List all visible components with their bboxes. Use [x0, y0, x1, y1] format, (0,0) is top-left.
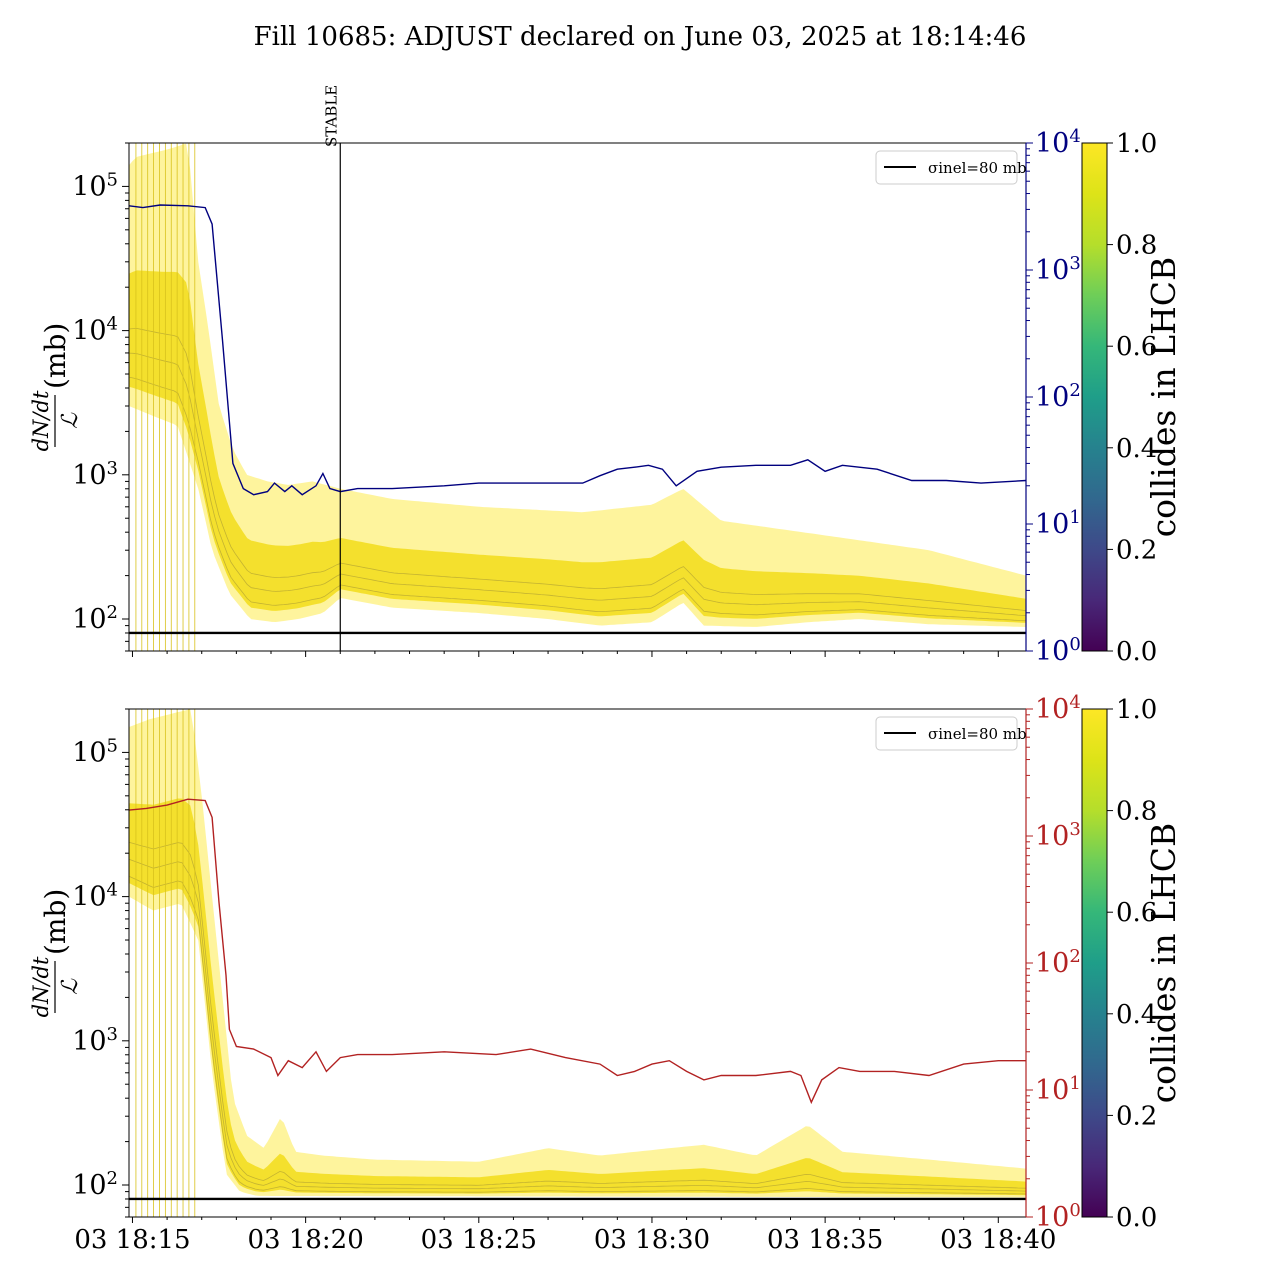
colorbar-tick-label: 0.6	[1116, 898, 1157, 928]
left-axis-label-denominator: ℒ	[58, 978, 83, 995]
left-axis-label: dN/dt ℒ (mb)	[29, 323, 83, 452]
left-tick-label: 105	[72, 169, 118, 203]
stable-marker-label: STABLE	[322, 85, 340, 147]
right-tick-label: 101	[1035, 507, 1081, 541]
colorbar-tick-label: 0.6	[1116, 332, 1157, 362]
bottom-colorbar-label: collides in LHCB	[1144, 823, 1183, 1104]
left-tick-label: 105	[72, 735, 118, 769]
left-axis-label-unit: (mb)	[39, 889, 72, 955]
colorbar-tick-label: 0.4	[1116, 434, 1157, 464]
figure-title: Fill 10685: ADJUST declared on June 03, …	[254, 22, 1027, 52]
top-colorbar: 0.0 0.2 0.4 0.6 0.8 1.0 collides in LHCB	[1081, 129, 1183, 667]
bottom-legend-box	[875, 716, 1018, 751]
top-colorbar-gradient	[1081, 142, 1108, 652]
right-tick-label: 102	[1035, 946, 1081, 980]
band-trace	[129, 328, 1026, 611]
colorbar-tick-label: 0.0	[1116, 637, 1157, 667]
bottom-plot-frame	[128, 708, 1027, 1218]
x-tick-label: 03 18:20	[247, 1225, 363, 1255]
top-rate-band	[129, 143, 1026, 651]
bottom-right-axis-line	[129, 798, 1026, 1105]
colorbar-tick-label: 0.8	[1116, 231, 1157, 261]
bottom-colorbar-gradient	[1081, 708, 1108, 1218]
right-tick-label: 104	[1035, 692, 1081, 726]
left-axis-label: dN/dt ℒ (mb)	[29, 889, 83, 1018]
right-tick-label: 103	[1035, 253, 1081, 287]
left-tick-label: 104	[72, 313, 118, 347]
top-legend-label: σinel=80 mb	[928, 159, 1027, 177]
bottom-axes: 102 103 104 105 dN/dt ℒ (mb) 100 101 102 103 104 03 …	[29, 692, 1081, 1256]
band-trace	[129, 376, 1026, 622]
x-tick-label: 03 18:30	[594, 1225, 710, 1255]
left-axis-label-numerator: dN/dt	[29, 956, 53, 1017]
right-tick-label: 100	[1035, 1200, 1081, 1234]
top-colorbar-ticks: 0.0 0.2 0.4 0.6 0.8 1.0	[1107, 129, 1157, 667]
right-tick-label: 102	[1035, 380, 1081, 414]
colorbar-tick-label: 0.4	[1116, 1000, 1157, 1030]
band-core	[129, 798, 1026, 1196]
colorbar-tick-label: 0.8	[1116, 797, 1157, 827]
band-envelope	[129, 143, 1026, 627]
bottom-panel: 102 103 104 105 dN/dt ℒ (mb) 100 101 102 103 104 03 …	[29, 692, 1183, 1256]
left-axis-label-unit: (mb)	[39, 323, 72, 389]
top-legend-box	[875, 150, 1018, 185]
top-legend: σinel=80 mb	[875, 150, 1027, 185]
right-axis-series-line	[129, 798, 1026, 1105]
colorbar-tick-label: 1.0	[1116, 129, 1157, 159]
bottom-colorbar: 0.0 0.2 0.4 0.6 0.8 1.0 collides in LHCB	[1081, 695, 1183, 1233]
top-axes: 102 103 104 105 dN/dt ℒ (mb) 100 101 102 103 104	[29, 126, 1081, 668]
band-trace	[129, 858, 1026, 1192]
x-tick-label: 03 18:25	[421, 1225, 537, 1255]
colorbar-tick-label: 1.0	[1116, 695, 1157, 725]
colorbar-tick-label: 0.2	[1116, 1101, 1157, 1131]
left-tick-label: 104	[72, 879, 118, 913]
colorbar-tick-label: 0.0	[1116, 1203, 1157, 1233]
left-tick-label: 103	[72, 1023, 118, 1057]
top-panel: 102 103 104 105 dN/dt ℒ (mb) 100 101 102 103 104 ST…	[29, 85, 1183, 667]
left-tick-label: 102	[72, 1168, 118, 1202]
right-axis-series-line	[129, 204, 1026, 496]
band-trace	[129, 841, 1026, 1189]
left-tick-label: 103	[72, 457, 118, 491]
right-tick-label: 104	[1035, 126, 1081, 160]
bottom-rate-band	[129, 709, 1026, 1217]
bottom-colorbar-ticks: 0.0 0.2 0.4 0.6 0.8 1.0	[1107, 695, 1157, 1233]
band-core	[129, 270, 1026, 623]
right-tick-label: 103	[1035, 819, 1081, 853]
left-axis-label-denominator: ℒ	[58, 412, 83, 429]
bottom-legend: σinel=80 mb	[875, 716, 1027, 751]
band-trace	[129, 875, 1026, 1195]
right-tick-label: 101	[1035, 1073, 1081, 1107]
x-tick-label: 03 18:40	[940, 1225, 1056, 1255]
band-envelope	[129, 709, 1026, 1198]
right-tick-label: 100	[1035, 634, 1081, 668]
x-tick-label: 03 18:35	[767, 1225, 883, 1255]
x-tick-label: 03 18:15	[74, 1225, 190, 1255]
bottom-legend-label: σinel=80 mb	[928, 725, 1027, 743]
colorbar-tick-label: 0.2	[1116, 535, 1157, 565]
left-axis-label-numerator: dN/dt	[29, 390, 53, 451]
left-tick-label: 102	[72, 602, 118, 636]
top-colorbar-label: collides in LHCB	[1144, 257, 1183, 538]
top-right-axis-line	[129, 204, 1026, 496]
band-trace	[129, 352, 1026, 617]
